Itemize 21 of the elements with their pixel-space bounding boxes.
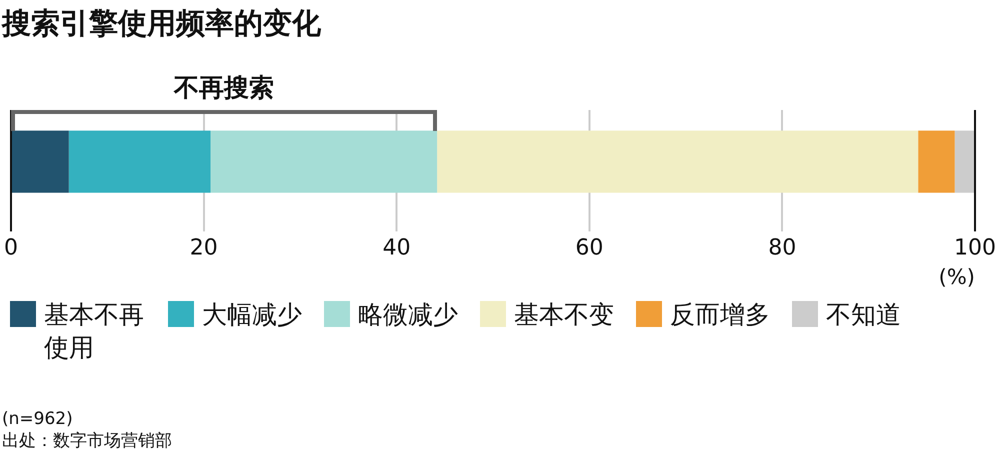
legend-label: 反而增多 xyxy=(670,299,770,331)
x-tick-label: 100 xyxy=(954,235,996,260)
legend-label: 略微减少 xyxy=(358,299,458,331)
bar xyxy=(12,130,69,193)
legend-label: 基本不变 xyxy=(514,299,614,331)
bar xyxy=(954,130,976,193)
x-tick-label: 60 xyxy=(575,235,604,260)
text: 出处：数字市场营销部 xyxy=(2,430,172,452)
text: (n=962) xyxy=(2,408,74,430)
x-tick-label: 80 xyxy=(768,235,796,260)
legend-label: 基本不再使用 xyxy=(44,299,145,364)
chart-title: 搜索引擎使用频率的变化 xyxy=(2,5,321,42)
text: 不再搜索 xyxy=(173,73,274,102)
bar xyxy=(918,130,955,193)
x-tick-label: 0 xyxy=(4,235,18,260)
bar xyxy=(437,130,918,193)
x-axis-title: (%) xyxy=(938,264,976,289)
legend-label: 大幅减少 xyxy=(202,299,302,331)
legend-label: 不知道 xyxy=(826,299,901,331)
x-tick-label: 20 xyxy=(190,235,218,260)
x-tick-label: 40 xyxy=(382,235,411,260)
